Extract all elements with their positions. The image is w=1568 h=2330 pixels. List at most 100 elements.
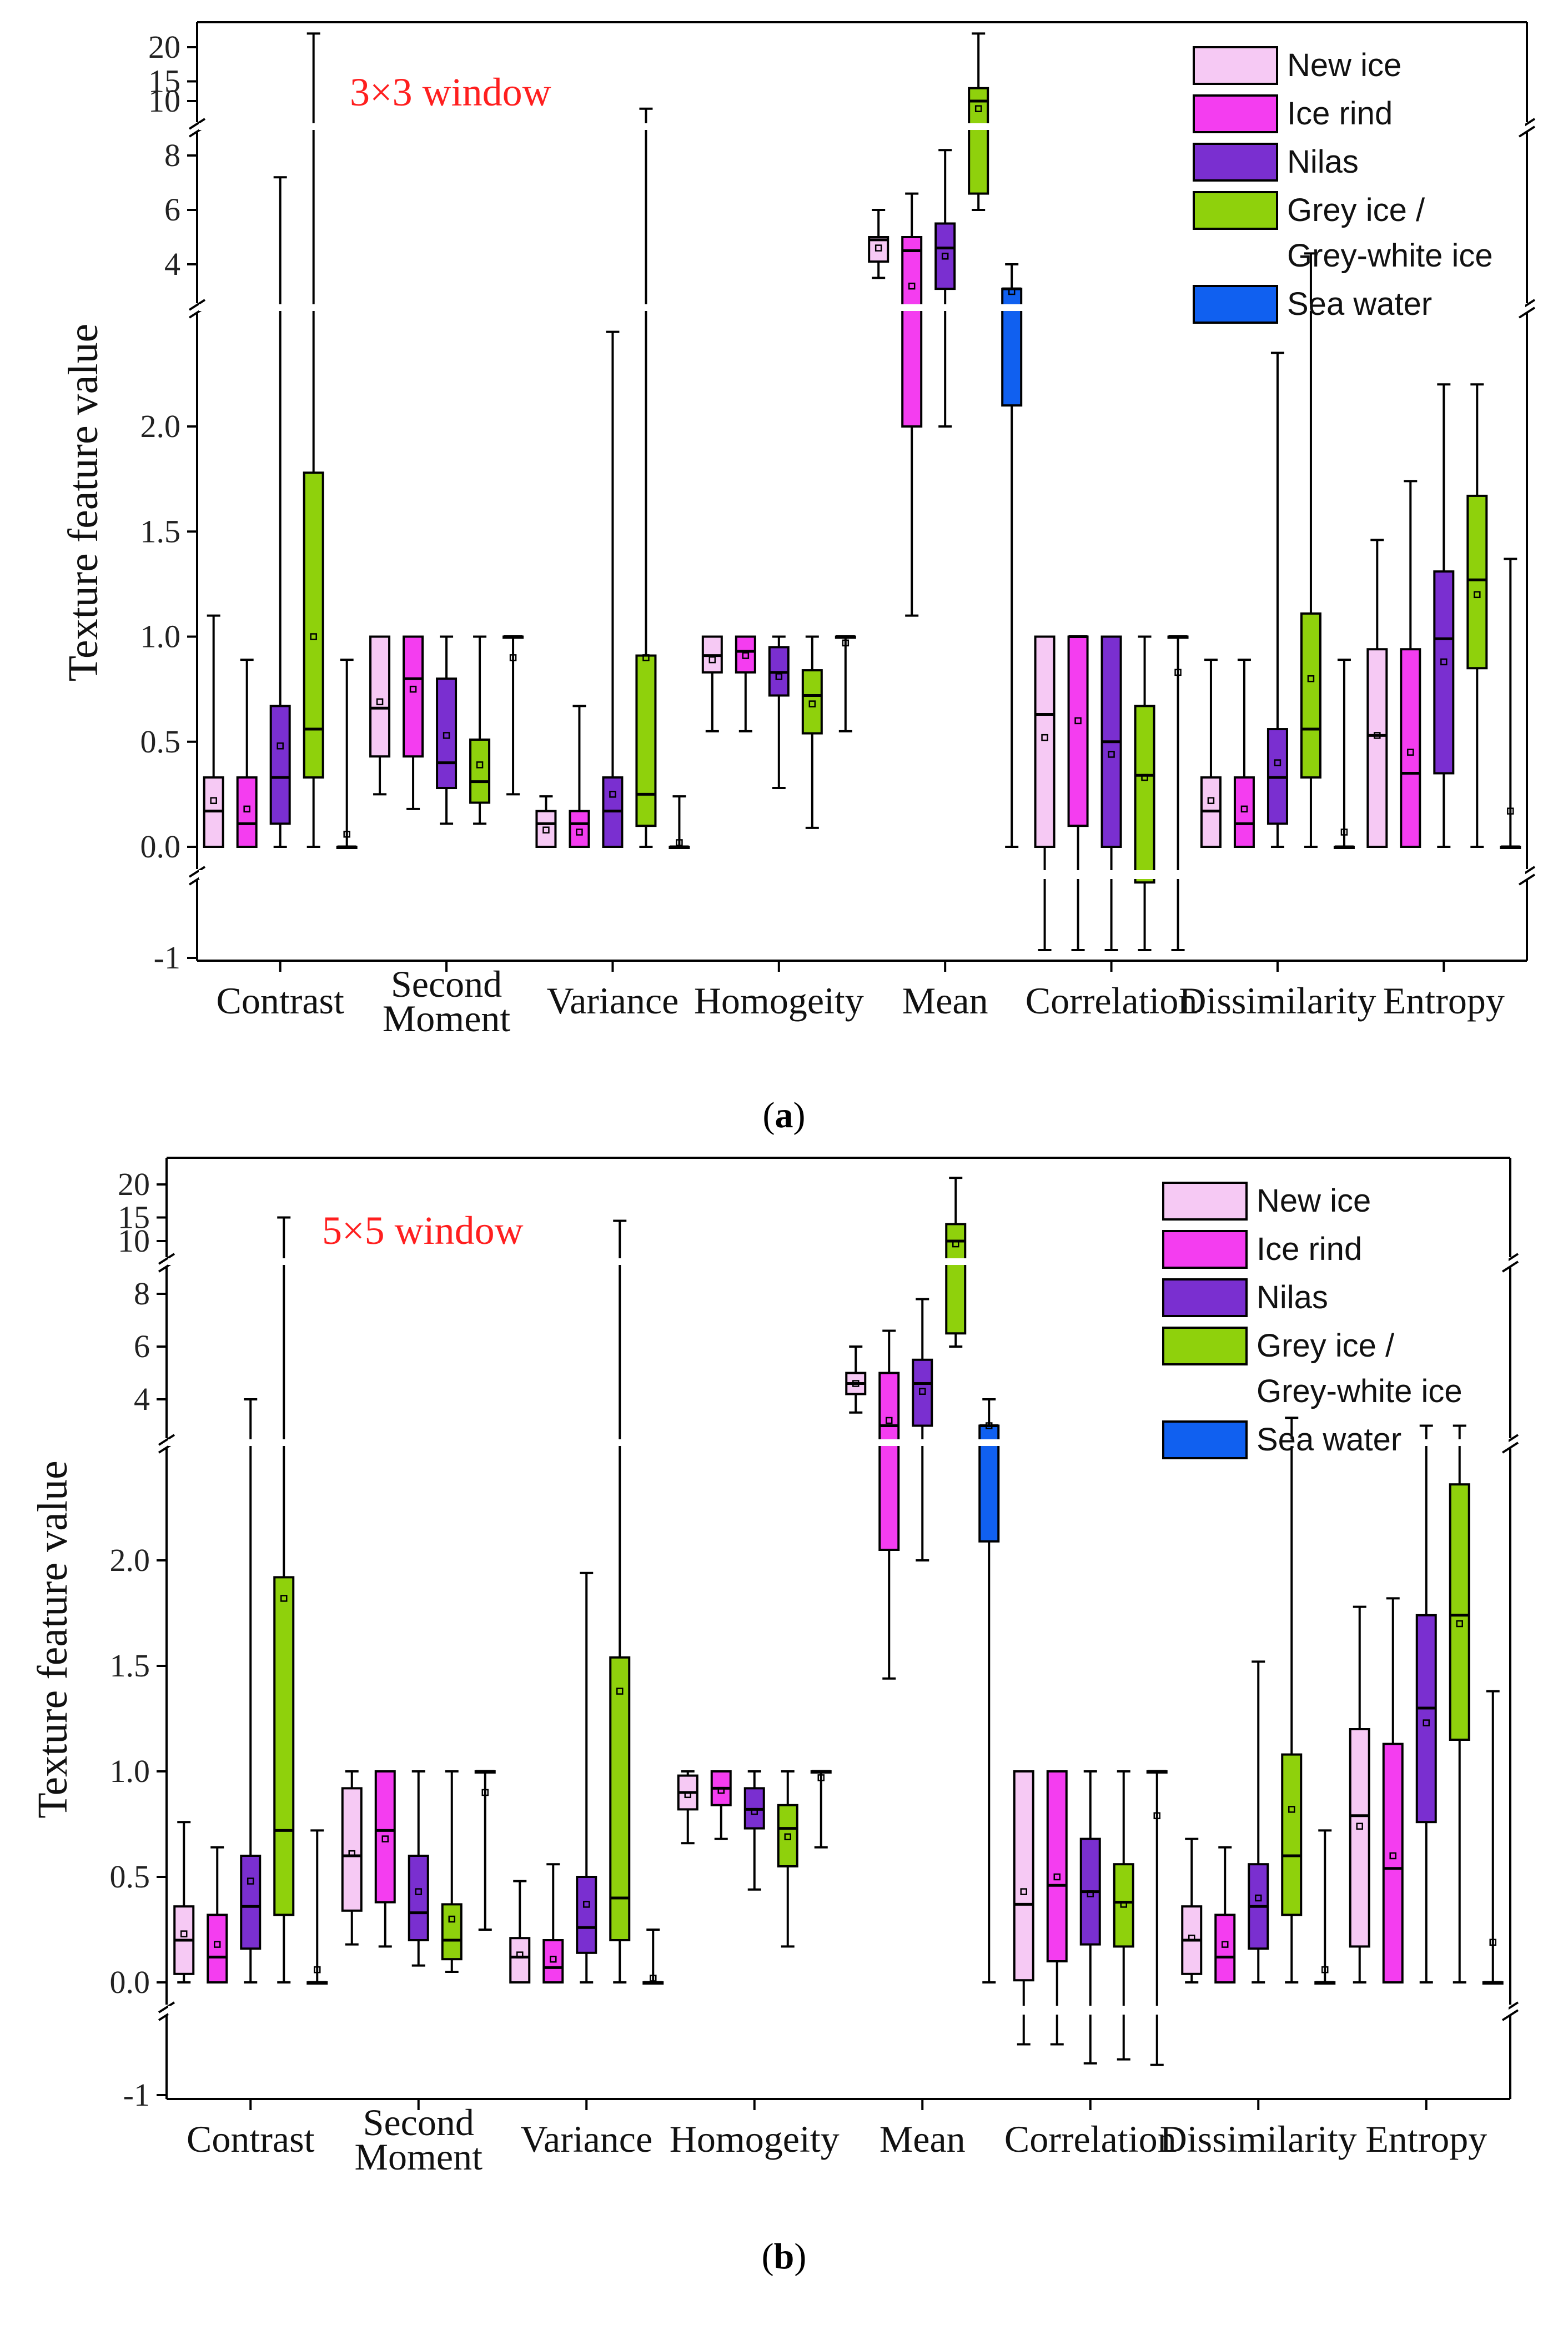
- legend-label: Nilas: [1257, 1279, 1328, 1315]
- y-tick-label: 10: [118, 1223, 150, 1259]
- new-ice-box: [341, 1787, 363, 1912]
- y-tick-label: -1: [154, 940, 180, 976]
- y-tick-label: 8: [134, 1276, 150, 1312]
- grey-ice-box: [1281, 1753, 1303, 1916]
- grey-ice-box: [635, 654, 657, 827]
- axis-break-mark: [158, 1434, 175, 1446]
- grey-ice-box: [469, 738, 491, 804]
- nilas-mean-point: [1423, 1719, 1430, 1726]
- y-tick-label: 1.0: [140, 619, 181, 655]
- ice-rind-mean-point: [243, 805, 250, 813]
- grey-ice-mean-point: [784, 1833, 791, 1841]
- grey-ice-box: [1449, 1483, 1470, 1741]
- nilas-mean-point: [1274, 759, 1281, 766]
- nilas-mean-point: [1440, 658, 1448, 666]
- category-group-contrast: Contrast: [173, 1216, 328, 2160]
- x-tick-label: Correlation: [1004, 2118, 1177, 2160]
- grey-ice-mean-point: [310, 633, 317, 640]
- x-tick-label: Contrast: [216, 980, 344, 1022]
- ice-rind-box: [207, 1914, 228, 1983]
- ice-rind-mean-point: [1074, 717, 1082, 725]
- x-tick-label: Correlation: [1026, 980, 1198, 1022]
- legend-label: Grey-white ice: [1257, 1373, 1463, 1409]
- new-ice-mean-point: [852, 1380, 860, 1387]
- category-group-contrast: Contrast: [203, 32, 358, 1022]
- grey-ice-mean-point: [616, 1688, 624, 1695]
- legend: New ice Ice rind Nilas Grey ice / Grey-white…: [1162, 1182, 1463, 1459]
- nilas-mean-point: [443, 732, 450, 739]
- window-size-label: 5×5 window: [322, 1208, 524, 1253]
- sea-water-mean-point: [1340, 828, 1348, 836]
- nilas-box: [240, 1855, 262, 1950]
- x-tick-label: Homogeity: [670, 2118, 840, 2160]
- ice-rind-mean-point: [1240, 805, 1248, 813]
- y-axis-label: Texture feature value: [60, 324, 107, 682]
- grey-ice-box: [609, 1656, 631, 1942]
- sea-water-mean-point: [1321, 1966, 1329, 1974]
- new-ice-box: [1034, 635, 1056, 848]
- nilas-box: [1433, 570, 1455, 775]
- ice-rind-mean-point: [742, 652, 750, 659]
- grey-ice-mean-point: [280, 1595, 288, 1602]
- ice-rind-box: [236, 776, 258, 848]
- nilas-mean-point: [775, 673, 783, 680]
- ice-rind-mean-point: [214, 1941, 221, 1948]
- new-ice-mean-point: [210, 797, 217, 804]
- nilas-mean-point: [1087, 1890, 1094, 1897]
- grey-ice-box: [441, 1903, 463, 1961]
- axis-break-mark: [188, 866, 206, 878]
- legend-label: Grey-white ice: [1287, 238, 1493, 274]
- y-tick-label: 20: [148, 29, 180, 65]
- x-tick-label: Entropy: [1365, 2118, 1487, 2160]
- sea-water-mean-point: [1153, 1812, 1160, 1820]
- grey-ice-mean-point: [1307, 675, 1315, 682]
- ice-rind-mean-point: [576, 828, 583, 836]
- panel-caption: (b): [762, 2236, 807, 2277]
- nilas-mean-point: [277, 742, 284, 750]
- legend-swatch-grey-ice: [1193, 191, 1278, 230]
- axis-break-mark: [188, 118, 206, 130]
- grey-ice-mean-point: [974, 105, 982, 112]
- axis-break-mark: [1501, 1261, 1519, 1273]
- grey-ice-mean-point: [642, 654, 650, 661]
- sea-water-mean-point: [817, 1774, 825, 1781]
- y-tick-label: 1.5: [140, 513, 181, 549]
- new-ice-box: [509, 1937, 531, 1983]
- x-tick-label: Mean: [880, 2118, 966, 2160]
- grey-ice-box: [1466, 494, 1488, 670]
- grey-ice-mean-point: [1120, 1901, 1127, 1908]
- ice-rind-box: [878, 1372, 900, 1551]
- y-tick-label: 0.5: [110, 1859, 150, 1895]
- new-ice-mean-point: [684, 1791, 691, 1799]
- ice-rind-mean-point: [1053, 1873, 1061, 1881]
- x-tick-label: Second: [363, 2101, 474, 2143]
- y-tick-label: 10: [148, 83, 180, 119]
- grey-ice-mean-point: [476, 761, 484, 769]
- axis-break-mark: [1518, 307, 1536, 319]
- nilas-mean-point: [609, 791, 616, 798]
- axis-break-mark: [188, 299, 206, 311]
- x-tick-label: Homogeity: [694, 980, 864, 1022]
- nilas-box: [934, 222, 956, 290]
- y-tick-label: 15: [118, 1199, 150, 1236]
- ice-rind-mean-point: [550, 1955, 557, 1963]
- nilas-mean-point: [583, 1901, 590, 1908]
- category-group-entropy: Entropy: [1366, 383, 1521, 1022]
- nilas-box: [269, 705, 291, 825]
- legend-label: Nilas: [1287, 144, 1359, 180]
- x-tick-label: Mean: [902, 980, 988, 1022]
- sea-water-mean-point: [314, 1966, 321, 1974]
- x-tick-label: Moment: [355, 2136, 483, 2178]
- legend-swatch-new-ice: [1162, 1182, 1248, 1221]
- window-size-label: 3×3 window: [350, 70, 551, 114]
- new-ice-mean-point: [708, 656, 716, 664]
- nilas-mean-point: [415, 1888, 422, 1895]
- axis-break-mark: [1518, 125, 1536, 138]
- x-tick-label: Dissimilarity: [1160, 2118, 1357, 2160]
- legend-label: Grey ice /: [1287, 192, 1425, 228]
